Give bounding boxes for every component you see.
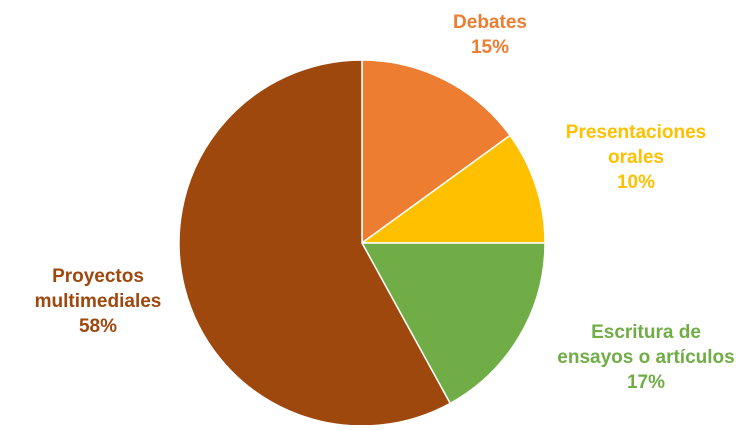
data-label-3: Escritura de ensayos o artículos 17% <box>557 322 734 393</box>
pie-slice-1 <box>361 59 512 245</box>
data-label-4: Proyectos multimediales 58% <box>35 266 162 337</box>
data-label-value: 10% <box>617 172 655 193</box>
data-label-category-line: Presentaciones <box>566 122 706 143</box>
pie-slice-2 <box>359 134 546 244</box>
pie-slice-3 <box>360 242 546 405</box>
data-label-category-line: Debates <box>453 12 527 33</box>
data-label-value: 17% <box>627 372 665 393</box>
pie-labels: Debates 15% Presentaciones orales 10% Escritu… <box>35 12 735 393</box>
data-label-category-line: Proyectos <box>52 266 144 287</box>
data-label-value: 15% <box>471 37 509 58</box>
pie-slices <box>178 59 546 427</box>
data-label-category-line: multimediales <box>35 291 162 312</box>
data-label-category-line: ensayos o artículos <box>557 347 734 368</box>
data-label-1: Debates 15% <box>453 12 527 58</box>
data-label-2: Presentaciones orales 10% <box>566 122 706 193</box>
data-label-category-line: orales <box>608 147 664 168</box>
data-label-value: 58% <box>79 316 117 337</box>
data-label-category-line: Escritura de <box>591 322 701 343</box>
